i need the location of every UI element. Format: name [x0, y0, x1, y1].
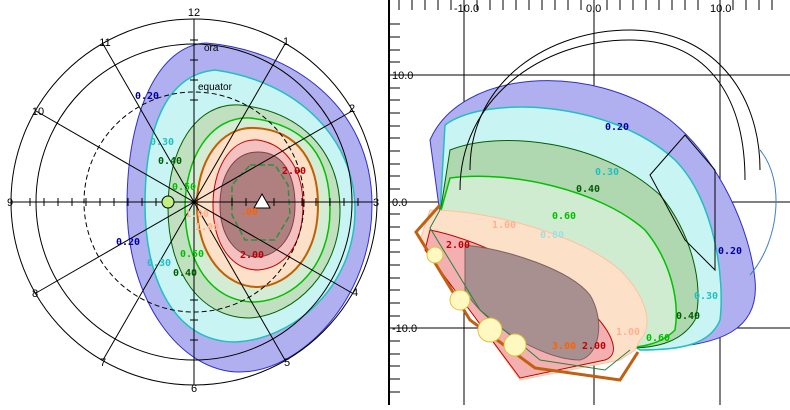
contour-label-0.50: 0.50	[172, 182, 196, 193]
contour-label-0.40: 0.40	[173, 268, 197, 279]
contour-label-1.00: 1.00	[195, 222, 219, 233]
axis-top-label-neg10: -10.0	[454, 3, 479, 15]
contour-label-1.00: 1.00	[492, 220, 516, 231]
contour-label-0.40: 0.40	[158, 156, 182, 167]
axis-top-label-0: 0.0	[586, 3, 601, 15]
axis-left-label-0: 0.0	[392, 197, 407, 209]
clock-label-9: 9	[7, 197, 13, 209]
contour-labels: 0.20 0.30 0.40 0.50 1.00 2.00 0.20 0.30 …	[116, 91, 306, 279]
contour-label-0.40: 0.40	[576, 184, 600, 195]
panel-divider	[388, 0, 390, 405]
contour-label-0.30: 0.30	[147, 258, 171, 269]
axis-ticks	[29, 39, 359, 361]
contour-label-0.50: 0.50	[180, 249, 204, 260]
contour-label-0.60: 0.60	[646, 333, 670, 344]
dose-regions	[414, 80, 756, 382]
axis-top-label-10: 10.0	[710, 3, 731, 15]
axis-labels: -10.0 0.0 10.0 10.0 0.0 -10.0	[392, 3, 731, 335]
clock-label-7: 7	[100, 357, 106, 369]
contour-label-0.20: 0.20	[718, 246, 742, 257]
tumor-apex-marker	[253, 192, 271, 209]
contour-label-0.20: 0.20	[116, 237, 140, 248]
cross-section-panel: -10.0 0.0 10.0 10.0 0.0 -10.0 0.20 0.30 …	[390, 0, 790, 405]
clock-label-5: 5	[284, 357, 290, 369]
contour-label-2.00: 2.00	[446, 240, 470, 251]
axis-left-label-neg10: -10.0	[392, 323, 417, 335]
contour-label-0.30: 0.30	[595, 167, 619, 178]
contour-label-3.00: 3.00	[552, 341, 576, 352]
cross-section-diagram: -10.0 0.0 10.0 10.0 0.0 -10.0 0.20 0.30 …	[390, 0, 790, 405]
contour-label-0.30: 0.30	[694, 291, 718, 302]
eye-outline	[459, 29, 777, 276]
polar-diagram: 12 1 2 3 4 5 6 7 8 9 10 11 ora equator 0…	[7, 7, 379, 395]
contour-label-0.80: 0.80	[540, 230, 564, 241]
fovea-marker	[161, 195, 175, 209]
contour-label-1.00: 1.00	[616, 327, 640, 338]
polar-isodose-panel: 12 1 2 3 4 5 6 7 8 9 10 11 ora equator 0…	[0, 0, 388, 405]
clock-label-10: 10	[32, 106, 44, 118]
equator-label: equator	[198, 82, 233, 93]
clock-label-12: 12	[188, 7, 200, 19]
contour-labels: 0.20 0.30 0.40 0.60 1.00 0.80 2.00 0.20 …	[446, 122, 742, 352]
contour-label-0.60: 0.60	[552, 211, 576, 222]
axis-ticks	[390, 0, 773, 393]
ora-label: ora	[204, 43, 219, 54]
contour-label-1.00: 1.00	[185, 209, 209, 220]
clock-label-4: 4	[352, 287, 358, 299]
contour-label-0.30: 0.30	[150, 137, 174, 148]
clock-label-8: 8	[32, 288, 38, 300]
clock-labels: 12 1 2 3 4 5 6 7 8 9 10 11	[7, 7, 379, 395]
contour-label-3.00: .00	[240, 207, 258, 218]
contour-label-2.00: 2.00	[582, 341, 606, 352]
contour-label-0.20: 0.20	[605, 122, 629, 133]
contour-label-2.00: 2.00	[240, 250, 264, 261]
contour-label-2.00: 2.00	[282, 166, 306, 177]
clock-label-3: 3	[373, 197, 379, 209]
axis-left-label-10: 10.0	[392, 70, 413, 82]
clock-label-2: 2	[349, 103, 355, 115]
clock-label-1: 1	[283, 36, 289, 48]
contour-label-0.20: 0.20	[135, 91, 159, 102]
clock-label-6: 6	[191, 383, 197, 395]
contour-label-0.40: 0.40	[676, 311, 700, 322]
clock-label-11: 11	[99, 37, 110, 49]
